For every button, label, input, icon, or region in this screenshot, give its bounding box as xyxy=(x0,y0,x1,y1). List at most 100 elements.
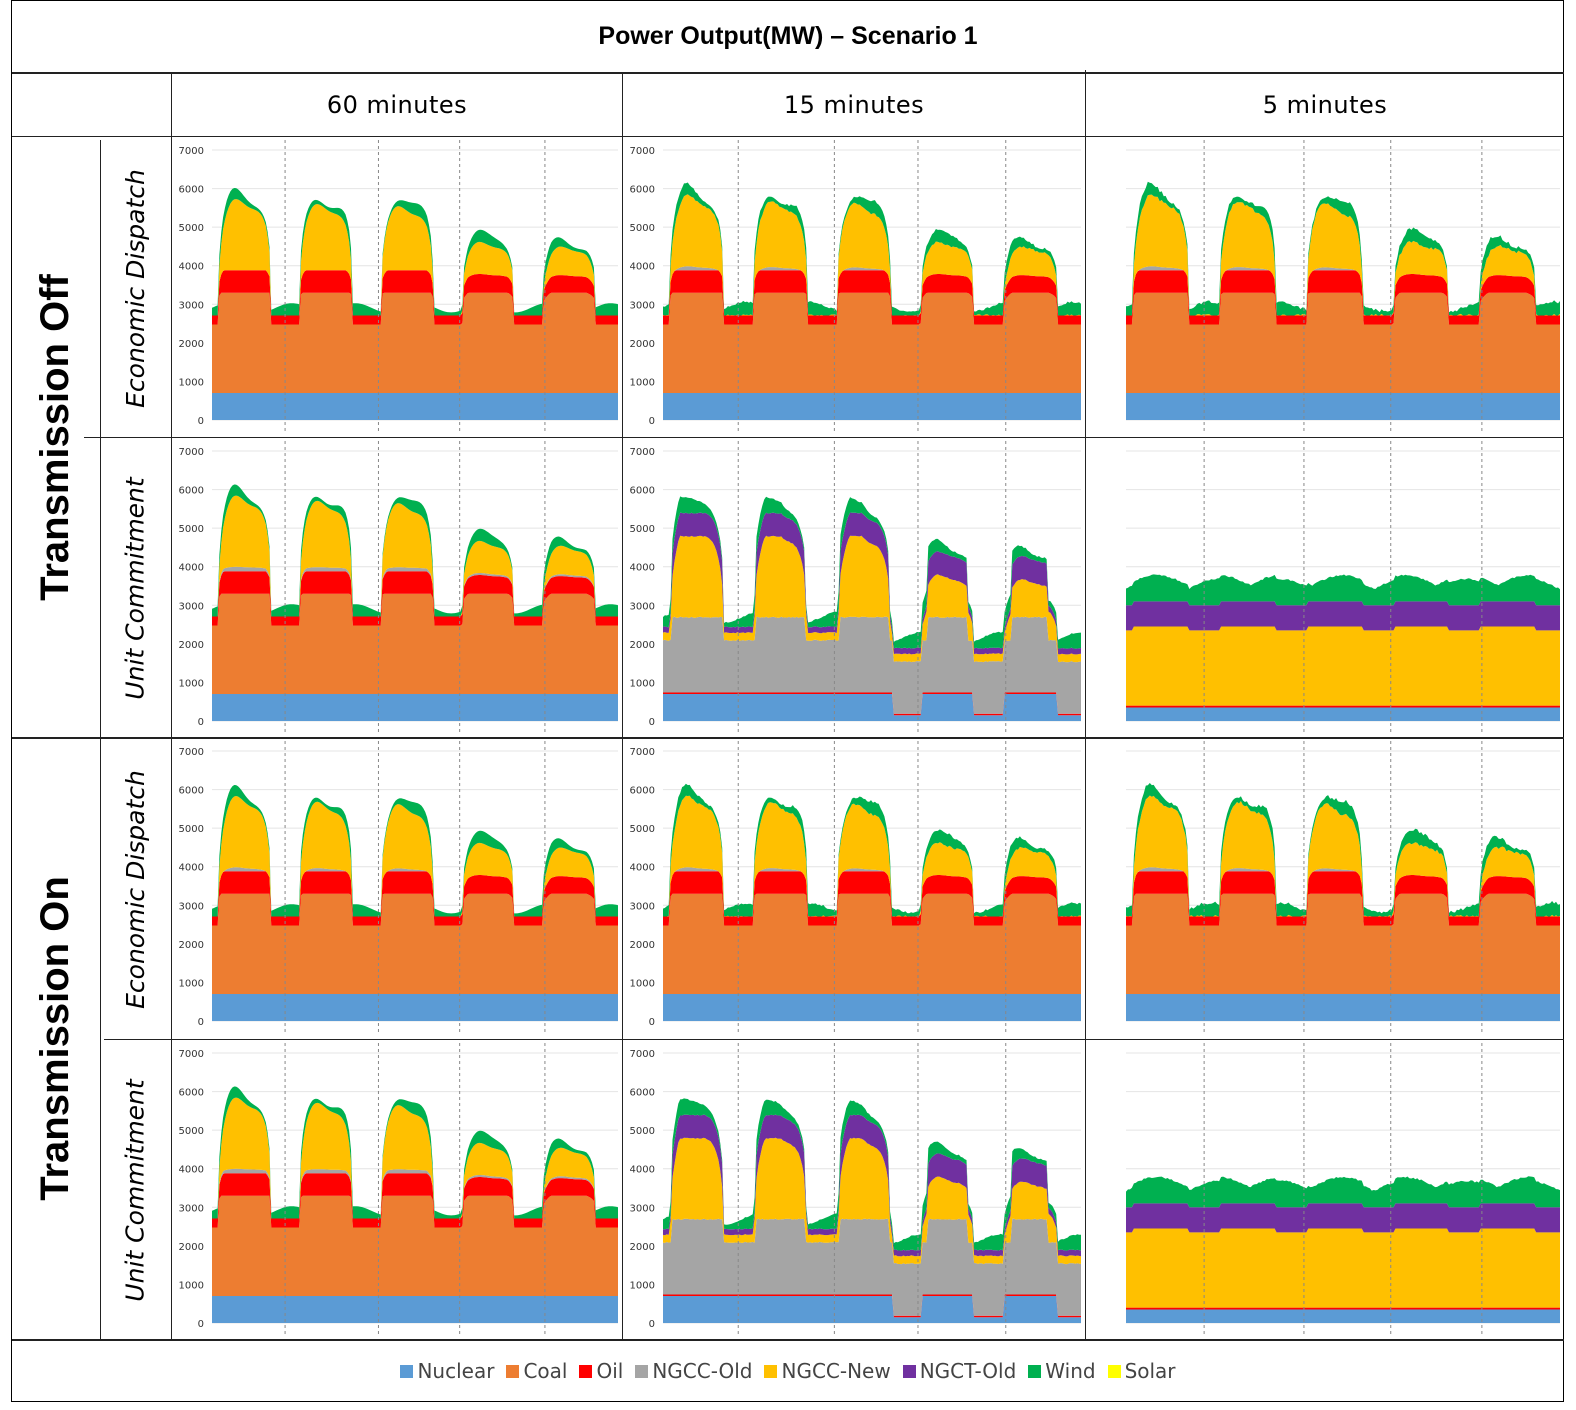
series-area-ngct-old xyxy=(663,1114,1081,1257)
y-tick-label: 5000 xyxy=(179,223,204,234)
series-area-ngct-old xyxy=(1126,1203,1560,1233)
stacked-area-chart: 0 1000 2000 3000 4000 5000 6000 7000 xyxy=(630,741,1081,1033)
series-area-nuclear xyxy=(663,994,1081,1021)
y-tick-label: 3000 xyxy=(179,901,204,912)
y-tick-label: 3000 xyxy=(179,601,204,612)
chart-panel: 0 1000 2000 3000 4000 5000 6000 7000 xyxy=(625,140,1083,432)
series-area-ngcc-new xyxy=(1126,626,1560,706)
grid-line xyxy=(12,1339,1564,1341)
series-area-nuclear xyxy=(663,393,1081,420)
legend-label: Coal xyxy=(523,1359,568,1383)
y-tick-label: 5000 xyxy=(630,1126,655,1137)
y-tick-label: 3000 xyxy=(630,1203,655,1214)
figure-title: Power Output(MW) – Scenario 1 xyxy=(598,22,978,50)
y-tick-label: 0 xyxy=(198,1017,204,1028)
y-tick-label: 1000 xyxy=(630,678,655,689)
grid-line xyxy=(12,72,1564,74)
series-area-coal xyxy=(1126,292,1560,393)
series-area-ngcc-old xyxy=(663,1218,1081,1316)
series-area-wind xyxy=(663,182,1081,316)
series-area-ngcc-new xyxy=(663,535,1081,663)
series-area-wind xyxy=(1126,574,1560,606)
chart-panel: 0 1000 2000 3000 4000 5000 6000 7000 xyxy=(174,140,620,432)
y-tick-label: 4000 xyxy=(179,1165,204,1176)
series-area-oil xyxy=(212,1173,618,1228)
figure-frame xyxy=(11,0,1564,1402)
series-area-ngcc-new xyxy=(1126,1228,1560,1308)
y-tick-label: 5000 xyxy=(630,223,655,234)
y-tick-label: 7000 xyxy=(630,747,655,758)
series-area-coal xyxy=(212,593,618,694)
series-area-ngcc-new xyxy=(212,199,618,316)
y-tick-label: 4000 xyxy=(179,262,204,273)
y-tick-label: 2000 xyxy=(630,640,655,651)
series-area-ngcc-new xyxy=(663,795,1081,917)
y-tick-label: 0 xyxy=(649,717,655,728)
series-area-nuclear xyxy=(1126,994,1560,1021)
y-tick-label: 7000 xyxy=(179,747,204,758)
stacked-area-chart xyxy=(1126,441,1560,733)
y-tick-label: 3000 xyxy=(630,601,655,612)
row-label-unit-commitment: Unit Commitment xyxy=(120,1078,150,1302)
series-area-oil xyxy=(1126,705,1560,708)
series-area-coal xyxy=(663,292,1081,393)
stacked-area-chart: 0 1000 2000 3000 4000 5000 6000 7000 xyxy=(630,140,1081,432)
group-label-transmission-on: Transmission On xyxy=(32,876,77,1201)
chart-panel: 0 1000 2000 3000 4000 5000 6000 7000 xyxy=(625,741,1083,1033)
y-tick-label: 6000 xyxy=(179,1088,204,1099)
y-tick-label: 1000 xyxy=(630,1280,655,1291)
series-area-oil xyxy=(1126,871,1560,926)
chart-panel: 0 1000 2000 3000 4000 5000 6000 7000 xyxy=(174,441,620,733)
y-tick-label: 7000 xyxy=(630,447,655,458)
series-area-oil xyxy=(1126,1307,1560,1310)
series-area-oil xyxy=(212,871,618,926)
series-area-wind xyxy=(212,1086,618,1219)
series-area-wind xyxy=(212,484,618,617)
y-tick-label: 2000 xyxy=(179,640,204,651)
series-area-coal xyxy=(212,1195,618,1296)
series-area-wind xyxy=(663,1098,1081,1251)
series-area-wind xyxy=(663,496,1081,649)
grid-line xyxy=(12,737,1564,739)
series-area-wind xyxy=(663,783,1081,917)
y-tick-label: 6000 xyxy=(630,786,655,797)
stacked-area-chart: 0 1000 2000 3000 4000 5000 6000 7000 xyxy=(630,1043,1081,1335)
y-tick-label: 7000 xyxy=(179,447,204,458)
grid-line xyxy=(84,437,1564,438)
y-tick-label: 5000 xyxy=(179,1126,204,1137)
series-area-wind xyxy=(212,188,618,316)
stacked-area-chart xyxy=(1126,741,1560,1033)
chart-panel: 0 1000 2000 3000 4000 5000 6000 7000 xyxy=(625,1043,1083,1335)
y-tick-label: 6000 xyxy=(630,1088,655,1099)
series-area-ngcc-old xyxy=(663,616,1081,714)
y-tick-label: 2000 xyxy=(179,339,204,350)
legend-item-ngcc-old: NGCC-Old xyxy=(635,1359,752,1383)
y-tick-label: 2000 xyxy=(630,1242,655,1253)
y-tick-label: 3000 xyxy=(179,1203,204,1214)
legend-item-ngcc-new: NGCC-New xyxy=(764,1359,891,1383)
y-tick-label: 4000 xyxy=(630,1165,655,1176)
y-tick-label: 0 xyxy=(198,717,204,728)
y-tick-label: 0 xyxy=(198,1319,204,1330)
y-tick-label: 5000 xyxy=(630,524,655,535)
series-area-oil xyxy=(212,270,618,325)
series-area-wind xyxy=(1126,783,1560,917)
series-area-nuclear xyxy=(1126,1309,1560,1323)
series-area-oil xyxy=(663,270,1081,325)
legend-item-wind: Wind xyxy=(1028,1359,1096,1383)
y-tick-label: 6000 xyxy=(179,486,204,497)
y-tick-label: 2000 xyxy=(630,940,655,951)
series-area-coal xyxy=(212,292,618,393)
row-label-unit-commitment: Unit Commitment xyxy=(120,476,150,700)
column-header-5-minutes: 5 minutes xyxy=(1262,91,1388,119)
series-area-ngct-old xyxy=(1126,601,1560,631)
y-tick-label: 0 xyxy=(198,416,204,427)
y-tick-label: 7000 xyxy=(630,1049,655,1060)
y-tick-label: 6000 xyxy=(630,486,655,497)
column-header-60-minutes: 60 minutes xyxy=(326,91,468,119)
y-tick-label: 7000 xyxy=(179,1049,204,1060)
y-tick-label: 0 xyxy=(649,416,655,427)
y-tick-label: 0 xyxy=(649,1319,655,1330)
legend-label: Solar xyxy=(1124,1359,1176,1383)
y-tick-label: 2000 xyxy=(179,1242,204,1253)
